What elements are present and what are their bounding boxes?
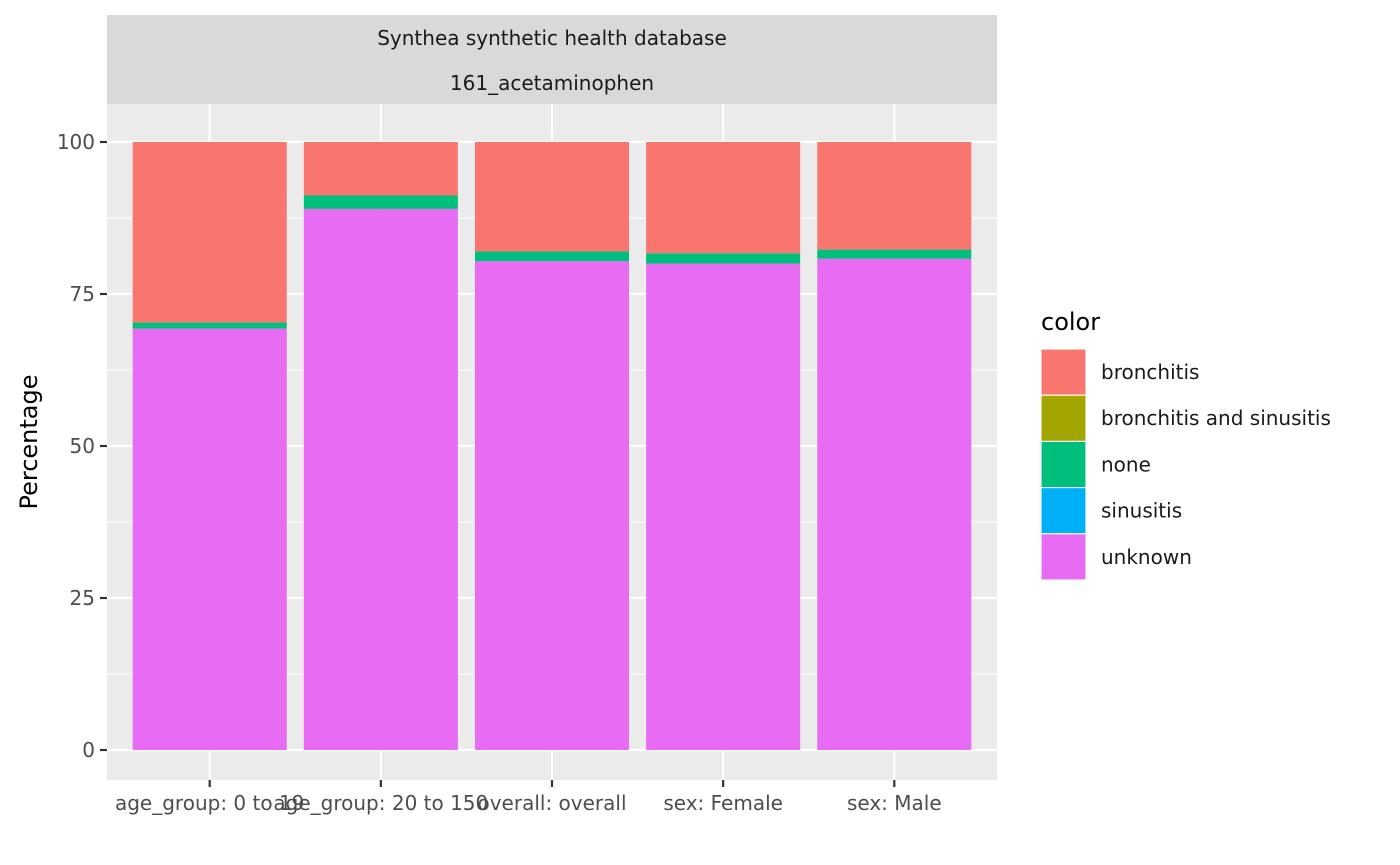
legend-label: bronchitis and sinusitis — [1101, 406, 1331, 430]
bars — [132, 142, 972, 750]
legend: bronchitis bronchitis and sinusitis none si… — [1040, 348, 1331, 581]
bar-segment-none — [303, 195, 458, 209]
y-tick-label: 50 — [70, 434, 95, 458]
bar-segment-unknown — [817, 258, 972, 750]
y-tick-label: 75 — [70, 282, 95, 306]
x-tick-label: sex: Male — [847, 791, 942, 815]
legend-key-bronchitis — [1040, 348, 1087, 396]
y-axis: 0 25 50 75 100 — [57, 130, 107, 762]
y-axis-title: Percentage — [15, 374, 43, 509]
bar-segment-unknown — [474, 261, 630, 750]
bar-segment-unknown — [646, 263, 801, 750]
legend-key-unknown — [1040, 533, 1087, 581]
legend-title: color — [1041, 308, 1100, 336]
x-tick-label: age_group: 20 to 150 — [273, 791, 488, 815]
facet-strip-line-1: Synthea synthetic health database — [377, 26, 727, 50]
bar-segment-unknown — [303, 208, 458, 750]
bar-segment-bronchitis — [817, 142, 972, 250]
y-tick-label: 25 — [70, 586, 95, 610]
y-tick-label: 0 — [82, 738, 95, 762]
x-tick-label: overall: overall — [477, 791, 626, 815]
facet-strip-line-2: 161_acetaminophen — [450, 71, 654, 95]
bar-segment-bronchitis — [474, 142, 630, 252]
legend-key-sinusitis — [1040, 487, 1087, 535]
bar-segment-bronchitis — [303, 142, 458, 196]
y-tick-label: 100 — [57, 130, 95, 154]
bar-segment-none — [817, 249, 972, 259]
legend-label: none — [1101, 452, 1151, 476]
legend-key-bronchitis-and-sinusitis — [1040, 394, 1087, 442]
legend-label: bronchitis — [1101, 360, 1199, 384]
legend-label: sinusitis — [1101, 499, 1182, 523]
x-tick-label: sex: Female — [663, 791, 783, 815]
legend-key-none — [1040, 440, 1087, 489]
bar-segment-none — [132, 322, 287, 329]
bar-segment-unknown — [132, 328, 287, 750]
x-tick-label: age_group: 0 to 19 — [115, 791, 304, 815]
facet-strip — [107, 15, 997, 104]
bar-segment-none — [474, 251, 630, 262]
bar-segment-bronchitis — [132, 142, 287, 323]
bar-segment-bronchitis — [646, 142, 801, 254]
bar-segment-none — [646, 253, 801, 264]
legend-label: unknown — [1101, 545, 1192, 569]
